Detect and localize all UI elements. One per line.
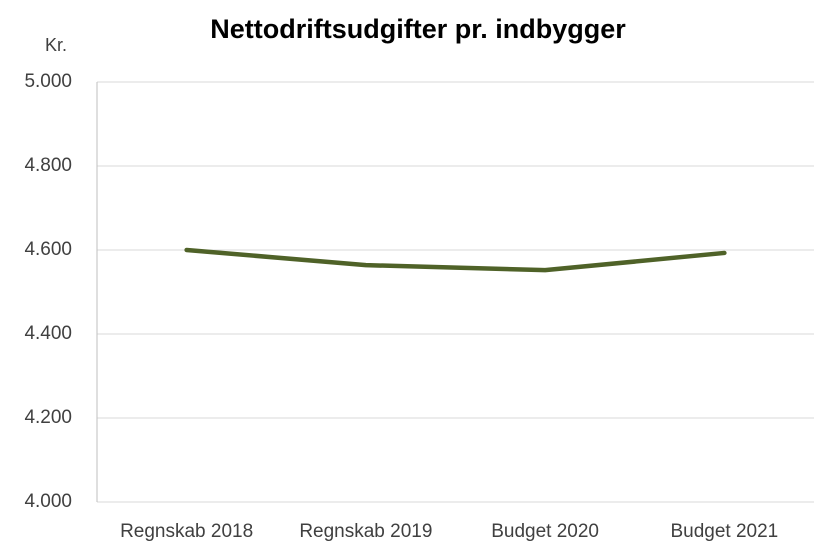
y-tick-label: 5.000 <box>24 71 72 92</box>
y-tick-label: 4.200 <box>24 407 72 428</box>
x-tick-label: Budget 2020 <box>491 521 599 542</box>
line <box>184 247 727 273</box>
x-tick-label: Budget 2021 <box>670 521 778 542</box>
chart-title: Nettodriftsudgifter pr. indbygger <box>210 14 626 44</box>
y-tick-label: 4.400 <box>24 323 72 344</box>
y-tick-label: 4.000 <box>24 491 72 512</box>
y-tick-label: 4.600 <box>24 239 72 260</box>
y-axis-label: Kr. <box>45 35 67 55</box>
x-tick-label: Regnskab 2018 <box>120 521 253 542</box>
y-tick-label: 4.800 <box>24 155 72 176</box>
x-tick-label: Regnskab 2019 <box>299 521 432 542</box>
